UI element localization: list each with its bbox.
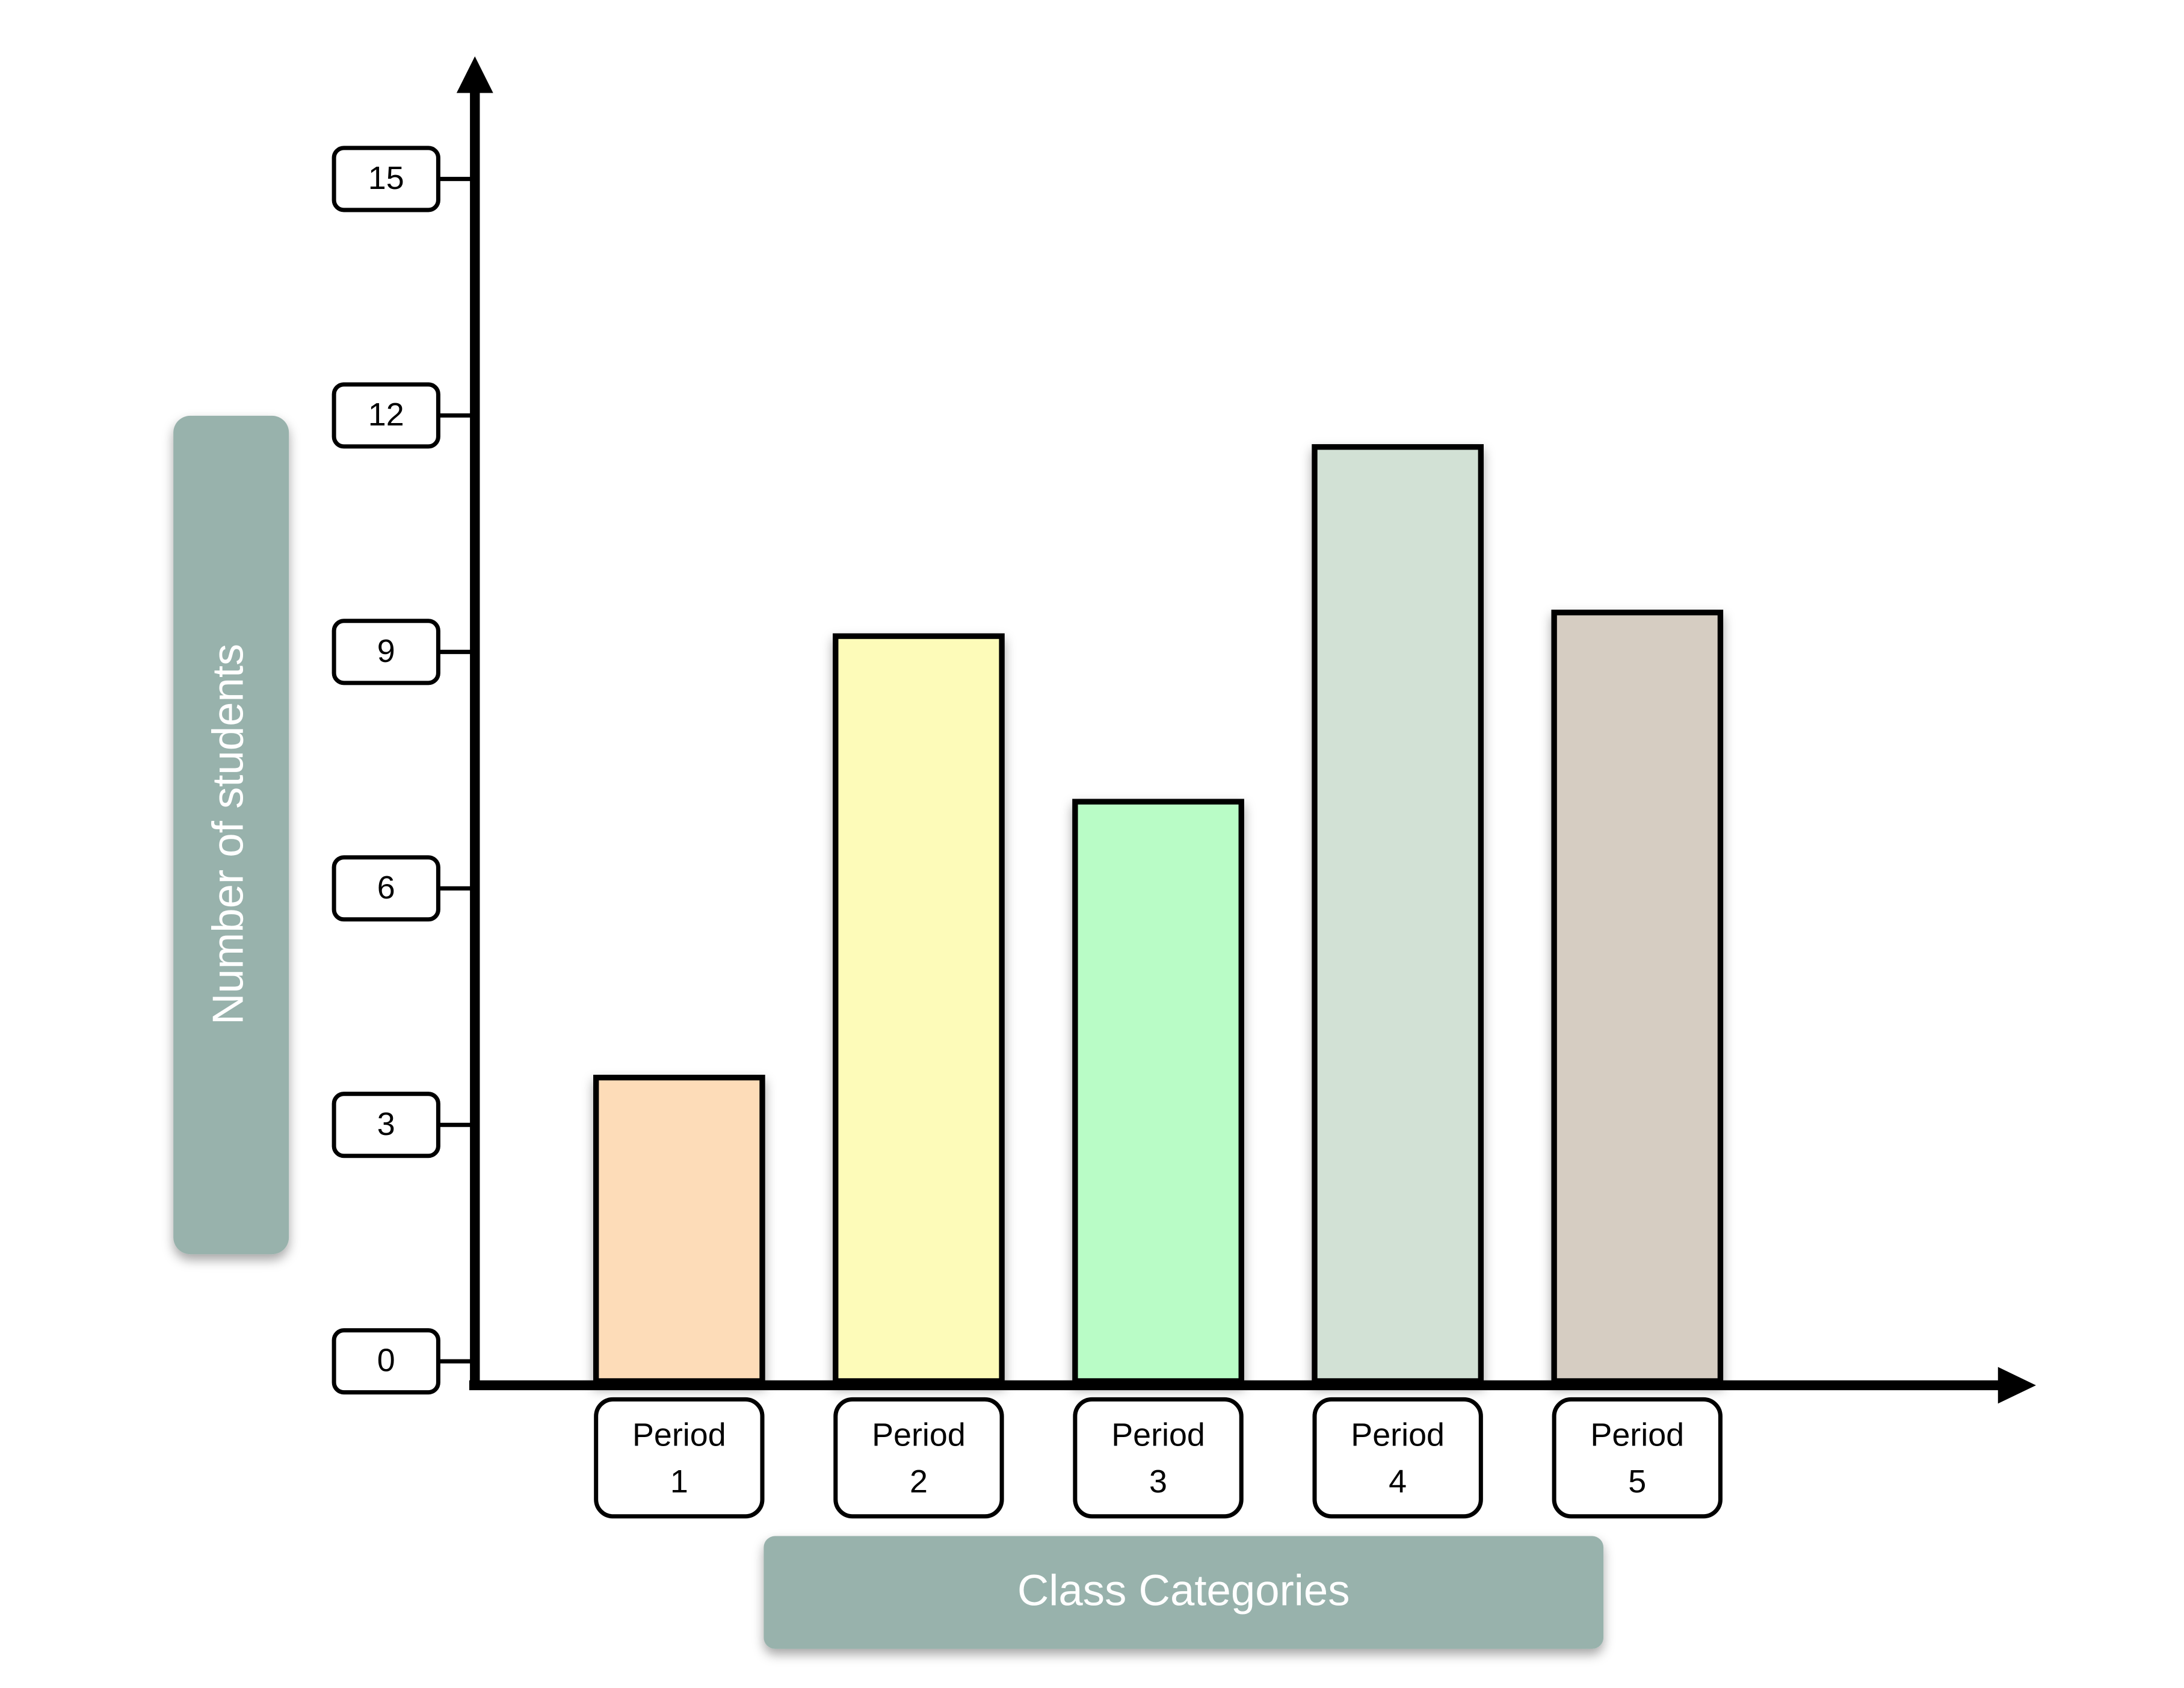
- x-tick-label-box: [1073, 1397, 1244, 1519]
- tick-label-box: [332, 382, 440, 449]
- y-axis-label: Number of students: [203, 644, 252, 1025]
- y-tick-label: 9: [377, 633, 395, 669]
- x-tick-label-wrap: Period 5: [1590, 1415, 1685, 1499]
- x-axis-arrow: [1997, 1367, 2037, 1404]
- y-tick-label: 3: [377, 1106, 395, 1142]
- bar: [1312, 444, 1484, 1384]
- x-tick-label: Period 5: [1590, 1415, 1685, 1499]
- x-tick-label: Period 3: [1111, 1415, 1205, 1499]
- x-tick-label: Period 4: [1351, 1415, 1445, 1499]
- x-tick-label: Period 1: [632, 1415, 726, 1499]
- bar: [1072, 799, 1244, 1384]
- x-axis-label: Class Categories: [1017, 1566, 1350, 1615]
- x-tick-label-box: [594, 1397, 765, 1519]
- y-label-box: [173, 415, 289, 1255]
- x-tick-label: Period 2: [872, 1415, 966, 1499]
- bar: [593, 1074, 765, 1384]
- x-tick-label-wrap: Period 1: [632, 1415, 726, 1499]
- y-axis-arrow: [456, 56, 493, 93]
- tick-label-box: [332, 146, 440, 212]
- y-tick-label: 6: [377, 870, 395, 906]
- x-tick-label-wrap: Period 4: [1351, 1415, 1445, 1499]
- tick-label-box: [332, 855, 440, 922]
- tick-label-box: [332, 1092, 440, 1158]
- tick-label-box: [332, 1328, 440, 1395]
- x-tick-label-box: [1312, 1397, 1483, 1519]
- y-tick-label: 0: [377, 1343, 395, 1379]
- y-tick-label: 12: [368, 397, 404, 433]
- tick-label-box: [332, 619, 440, 685]
- bar: [833, 633, 1005, 1384]
- x-tick-label-wrap: Period 2: [872, 1415, 966, 1499]
- bar: [1551, 610, 1724, 1384]
- x-label-box: [763, 1536, 1604, 1649]
- y-tick-label: 15: [368, 160, 404, 196]
- x-tick-label-box: [1552, 1397, 1723, 1519]
- x-tick-label-box: [833, 1397, 1004, 1519]
- x-tick-label-wrap: Period 3: [1111, 1415, 1205, 1499]
